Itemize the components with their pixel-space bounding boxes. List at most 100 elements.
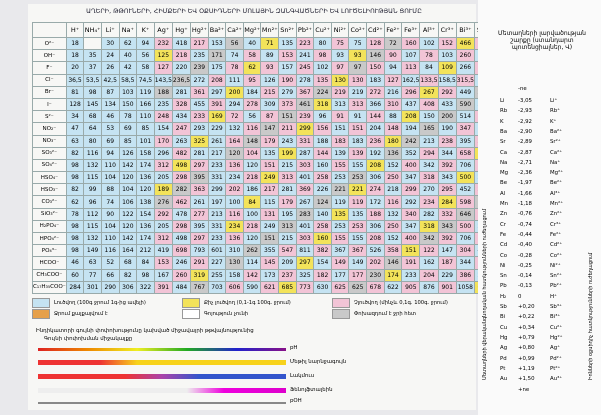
potential: -0,13 [518,283,532,290]
potential: -1,66 [518,190,532,197]
cell: 188 [366,207,385,221]
legend-item: Չլուծվող (մինչև 0,1գ. 100գ. ջրում) [332,298,448,308]
anion: C₁₇H₃₅COO⁻ [32,280,67,294]
cell: 183 [348,134,368,148]
cell: 408 [419,97,439,112]
cell: 234 [419,195,439,209]
anion: F⁻ [32,61,67,75]
cell: 230 [366,268,385,282]
cell: 98 [313,49,332,63]
cell: 169 [207,110,227,124]
anion: HCOO⁻ [32,256,67,270]
cell: 258 [313,219,332,234]
cell: 267 [295,195,315,209]
cell: 313 [330,97,350,112]
cell: 116 [83,146,102,160]
cell: 621 [260,280,280,294]
cell: 304 [455,244,475,258]
anion: PO₄³⁻ [32,244,67,258]
legend-item: Ջրում քայքայվում է [32,309,108,319]
cell: 119 [348,195,368,209]
potential: -2,71 [518,159,532,166]
cell: 106 [118,195,138,209]
cell: 110 [100,158,120,173]
cell: 42,5 [100,73,120,87]
cell: 77 [83,268,102,282]
cell: 239 [190,61,209,75]
cell: 386 [455,268,475,282]
ion: Pd²⁺ [550,355,562,362]
cell: 60 [65,268,85,282]
cell: 103 [437,49,457,63]
cell: 170 [153,134,173,148]
cell: 40 [118,49,138,63]
cell: 104 [100,171,120,185]
cell: 242 [401,134,421,148]
cell: 136 [225,158,244,173]
cell: 208 [366,231,385,246]
cell: 64 [83,122,102,136]
ph-label: pH [290,345,298,351]
cell: 146 [383,256,403,270]
left-note: Մետաղների վերականգնողական հատկություններ… [482,208,488,380]
cell: 347 [401,219,421,234]
ion: Ag⁺ [550,345,560,352]
cell: 139 [330,146,350,160]
cell: 658 [455,146,475,160]
cation: Cd²⁺ [366,22,385,38]
cell: 229 [437,268,457,282]
ion: Sn²⁺ [550,273,562,280]
potential: +0,22 [518,314,535,321]
cell: 284 [65,280,85,294]
cell: 94 [100,146,120,160]
cell: 132 [83,158,102,173]
cell: 78 [225,61,244,75]
cell: 221 [330,183,350,197]
solubility-table: H⁺ NH₄⁺ Li⁺ Na⁺ K⁺ Ag⁺ Hg⁺ Hg²⁺ Ba²⁺ Ca²⁺ Mg²⁺ Mn²⁺… [32,22,493,294]
cell: 318 [313,97,332,112]
potential: -2,93 [518,108,532,115]
cell: 767 [190,280,209,294]
cell: 127 [153,61,173,75]
cell: 88 [383,110,403,124]
cell: 361 [190,85,209,99]
plus-ne: +ne [518,387,530,393]
cell: 98 [65,171,85,185]
cell: 498 [171,158,192,173]
cell: 191 [401,256,421,270]
cell: 901 [437,280,457,294]
cell: 199 [278,146,297,160]
cell: 215 [278,231,297,246]
cell: 149 [83,244,102,258]
cell: 318 [419,171,439,185]
cell: 126 [118,146,138,160]
cell: 395 [455,134,475,148]
indicator-bar [38,374,286,379]
cell: 115 [83,219,102,234]
cell: 258 [313,171,332,185]
cell: 111 [225,73,244,87]
cell: 281 [190,146,209,160]
anion: O²⁻ [32,36,67,51]
cell: 53 [100,122,120,136]
cell: 1058 [455,280,475,294]
minus-ne: -ne [518,86,527,92]
cell: 452 [455,183,475,197]
cell: 299 [207,183,227,197]
cation: Mg²⁺ [242,22,262,38]
cell: 217 [260,183,280,197]
cell: 165 [419,122,439,136]
cell: 179 [260,134,280,148]
legend-text: Ջրում քայքայվում է [54,311,108,317]
cell: 133,5 [419,73,439,87]
cell: 174 [136,158,155,173]
cell: 598 [455,195,475,209]
anion: HSO₄⁻ [32,171,67,185]
cell: 34 [65,110,85,124]
metal: Cr [500,221,506,228]
row: HPO₄²⁻ 98 132 110 142 174 312 498 297 233 136 120 15… [32,231,493,246]
cell: 246 [171,256,192,270]
cell: 63 [65,134,85,148]
cell: 75 [330,36,350,51]
ion: Ba²⁺ [550,128,563,135]
